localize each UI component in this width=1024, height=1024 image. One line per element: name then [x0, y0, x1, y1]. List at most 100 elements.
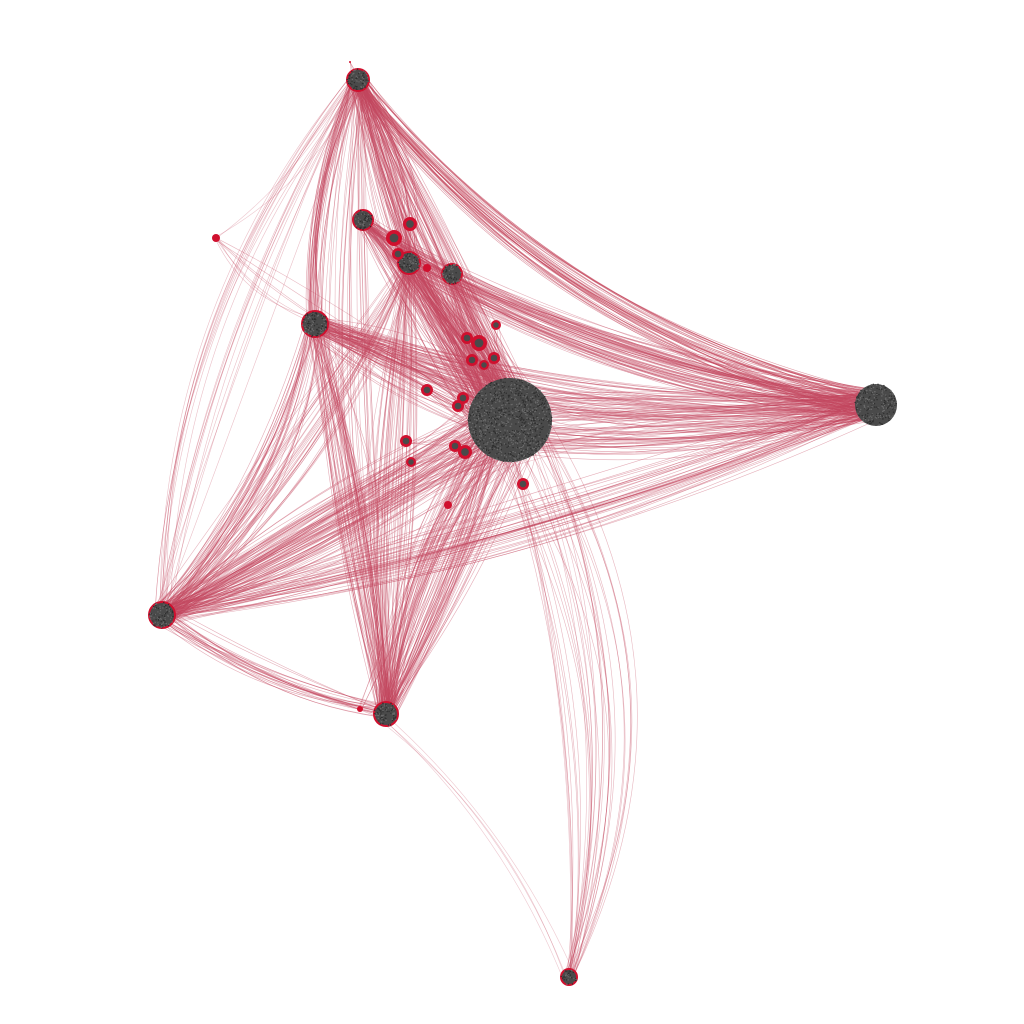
cluster-member-node [526, 448, 529, 450]
edge [170, 415, 870, 615]
cluster-member-node [312, 318, 314, 321]
edge [153, 326, 318, 608]
edge [503, 410, 885, 442]
cluster-member-node [308, 327, 311, 329]
cluster-member-node [165, 604, 167, 607]
cluster-member-node [470, 426, 473, 429]
edge [156, 328, 314, 610]
cluster-member-node [502, 391, 504, 393]
cluster-member-node [382, 714, 384, 716]
edge [539, 403, 867, 450]
cluster-member-node [378, 720, 380, 722]
edge [307, 320, 389, 722]
edge [324, 72, 385, 710]
cluster-member-node [364, 71, 366, 74]
edge [493, 392, 593, 978]
edge [314, 316, 879, 398]
edge [157, 318, 312, 621]
cluster-member-node [891, 402, 893, 404]
cluster-member-node [545, 418, 547, 420]
edge [385, 256, 410, 706]
cluster-member-node [538, 395, 540, 398]
edge [517, 416, 865, 441]
cluster-member-node [484, 447, 486, 449]
cluster-member-node [448, 270, 450, 272]
cluster-member-node [455, 278, 458, 280]
edge [364, 84, 526, 417]
cluster-member-node [526, 403, 528, 406]
cluster-member-node [525, 428, 527, 430]
cluster-member-node [534, 410, 537, 412]
cluster-member-node [883, 412, 885, 415]
edge [386, 265, 410, 711]
cluster-member-node [495, 407, 497, 409]
edge [316, 319, 392, 716]
cluster-member-node [499, 430, 502, 433]
edge [169, 409, 885, 618]
edge [378, 435, 503, 707]
edge [169, 405, 878, 618]
edge [166, 256, 413, 615]
cluster-member-node [473, 415, 475, 418]
edge [306, 315, 380, 716]
cluster-member-node [523, 429, 525, 431]
cluster-member-node [488, 420, 490, 422]
cluster-member-node [870, 387, 872, 390]
edge [522, 410, 616, 979]
edge [162, 73, 364, 614]
cluster-core [374, 702, 398, 726]
cluster-member-node [358, 76, 360, 78]
cluster-member-node [531, 418, 534, 421]
edge [316, 323, 395, 722]
cluster-member-node [155, 603, 158, 605]
cluster-member-node [539, 390, 541, 392]
cluster-member-node [477, 397, 479, 399]
cluster-member-node [168, 610, 170, 612]
cluster-member-node [530, 442, 532, 444]
edge [364, 223, 885, 398]
cluster-member-node [311, 314, 313, 317]
cluster-member-node [493, 392, 496, 394]
cluster-member-node [493, 386, 496, 388]
edge [412, 266, 876, 393]
node-layer [148, 61, 897, 986]
cluster-member-node [560, 975, 562, 978]
cluster-member-node [520, 449, 522, 451]
edge [414, 265, 887, 393]
cluster-member-node [486, 401, 489, 404]
cluster-member-node [883, 384, 885, 387]
cluster-member-node [545, 435, 548, 437]
edge [375, 266, 411, 706]
edge [159, 438, 504, 621]
cluster-member-node [523, 403, 525, 406]
cluster-member-node [571, 969, 573, 972]
cluster-member-node [494, 431, 496, 433]
cluster-member-node [892, 411, 895, 413]
cluster-member-node [164, 621, 166, 624]
cluster-member-node [163, 601, 165, 604]
cluster-member-node [519, 385, 522, 387]
edge [508, 418, 870, 429]
cluster-member-node [483, 415, 485, 417]
cluster-member-node [322, 329, 324, 331]
cluster-member-node [347, 81, 349, 83]
cluster-member-node [549, 429, 551, 431]
cluster-member-node [377, 714, 380, 717]
cluster-member-node [527, 408, 530, 410]
cluster-member-node [527, 422, 530, 424]
edge [154, 424, 488, 613]
cluster-member-node [512, 408, 514, 410]
cluster-member-node [490, 422, 493, 424]
cluster-member-node [866, 397, 868, 400]
cluster-member-node [496, 458, 499, 461]
cluster-member-node [876, 387, 878, 390]
cluster-member-node [403, 261, 405, 263]
cluster-member-node [484, 420, 487, 422]
edge [307, 315, 864, 413]
edge [533, 415, 866, 451]
edge [158, 315, 314, 620]
cluster-member-node [529, 427, 532, 429]
cluster-member-node [526, 396, 529, 398]
cluster-member-node [507, 459, 510, 462]
cluster-member-node [497, 447, 500, 449]
